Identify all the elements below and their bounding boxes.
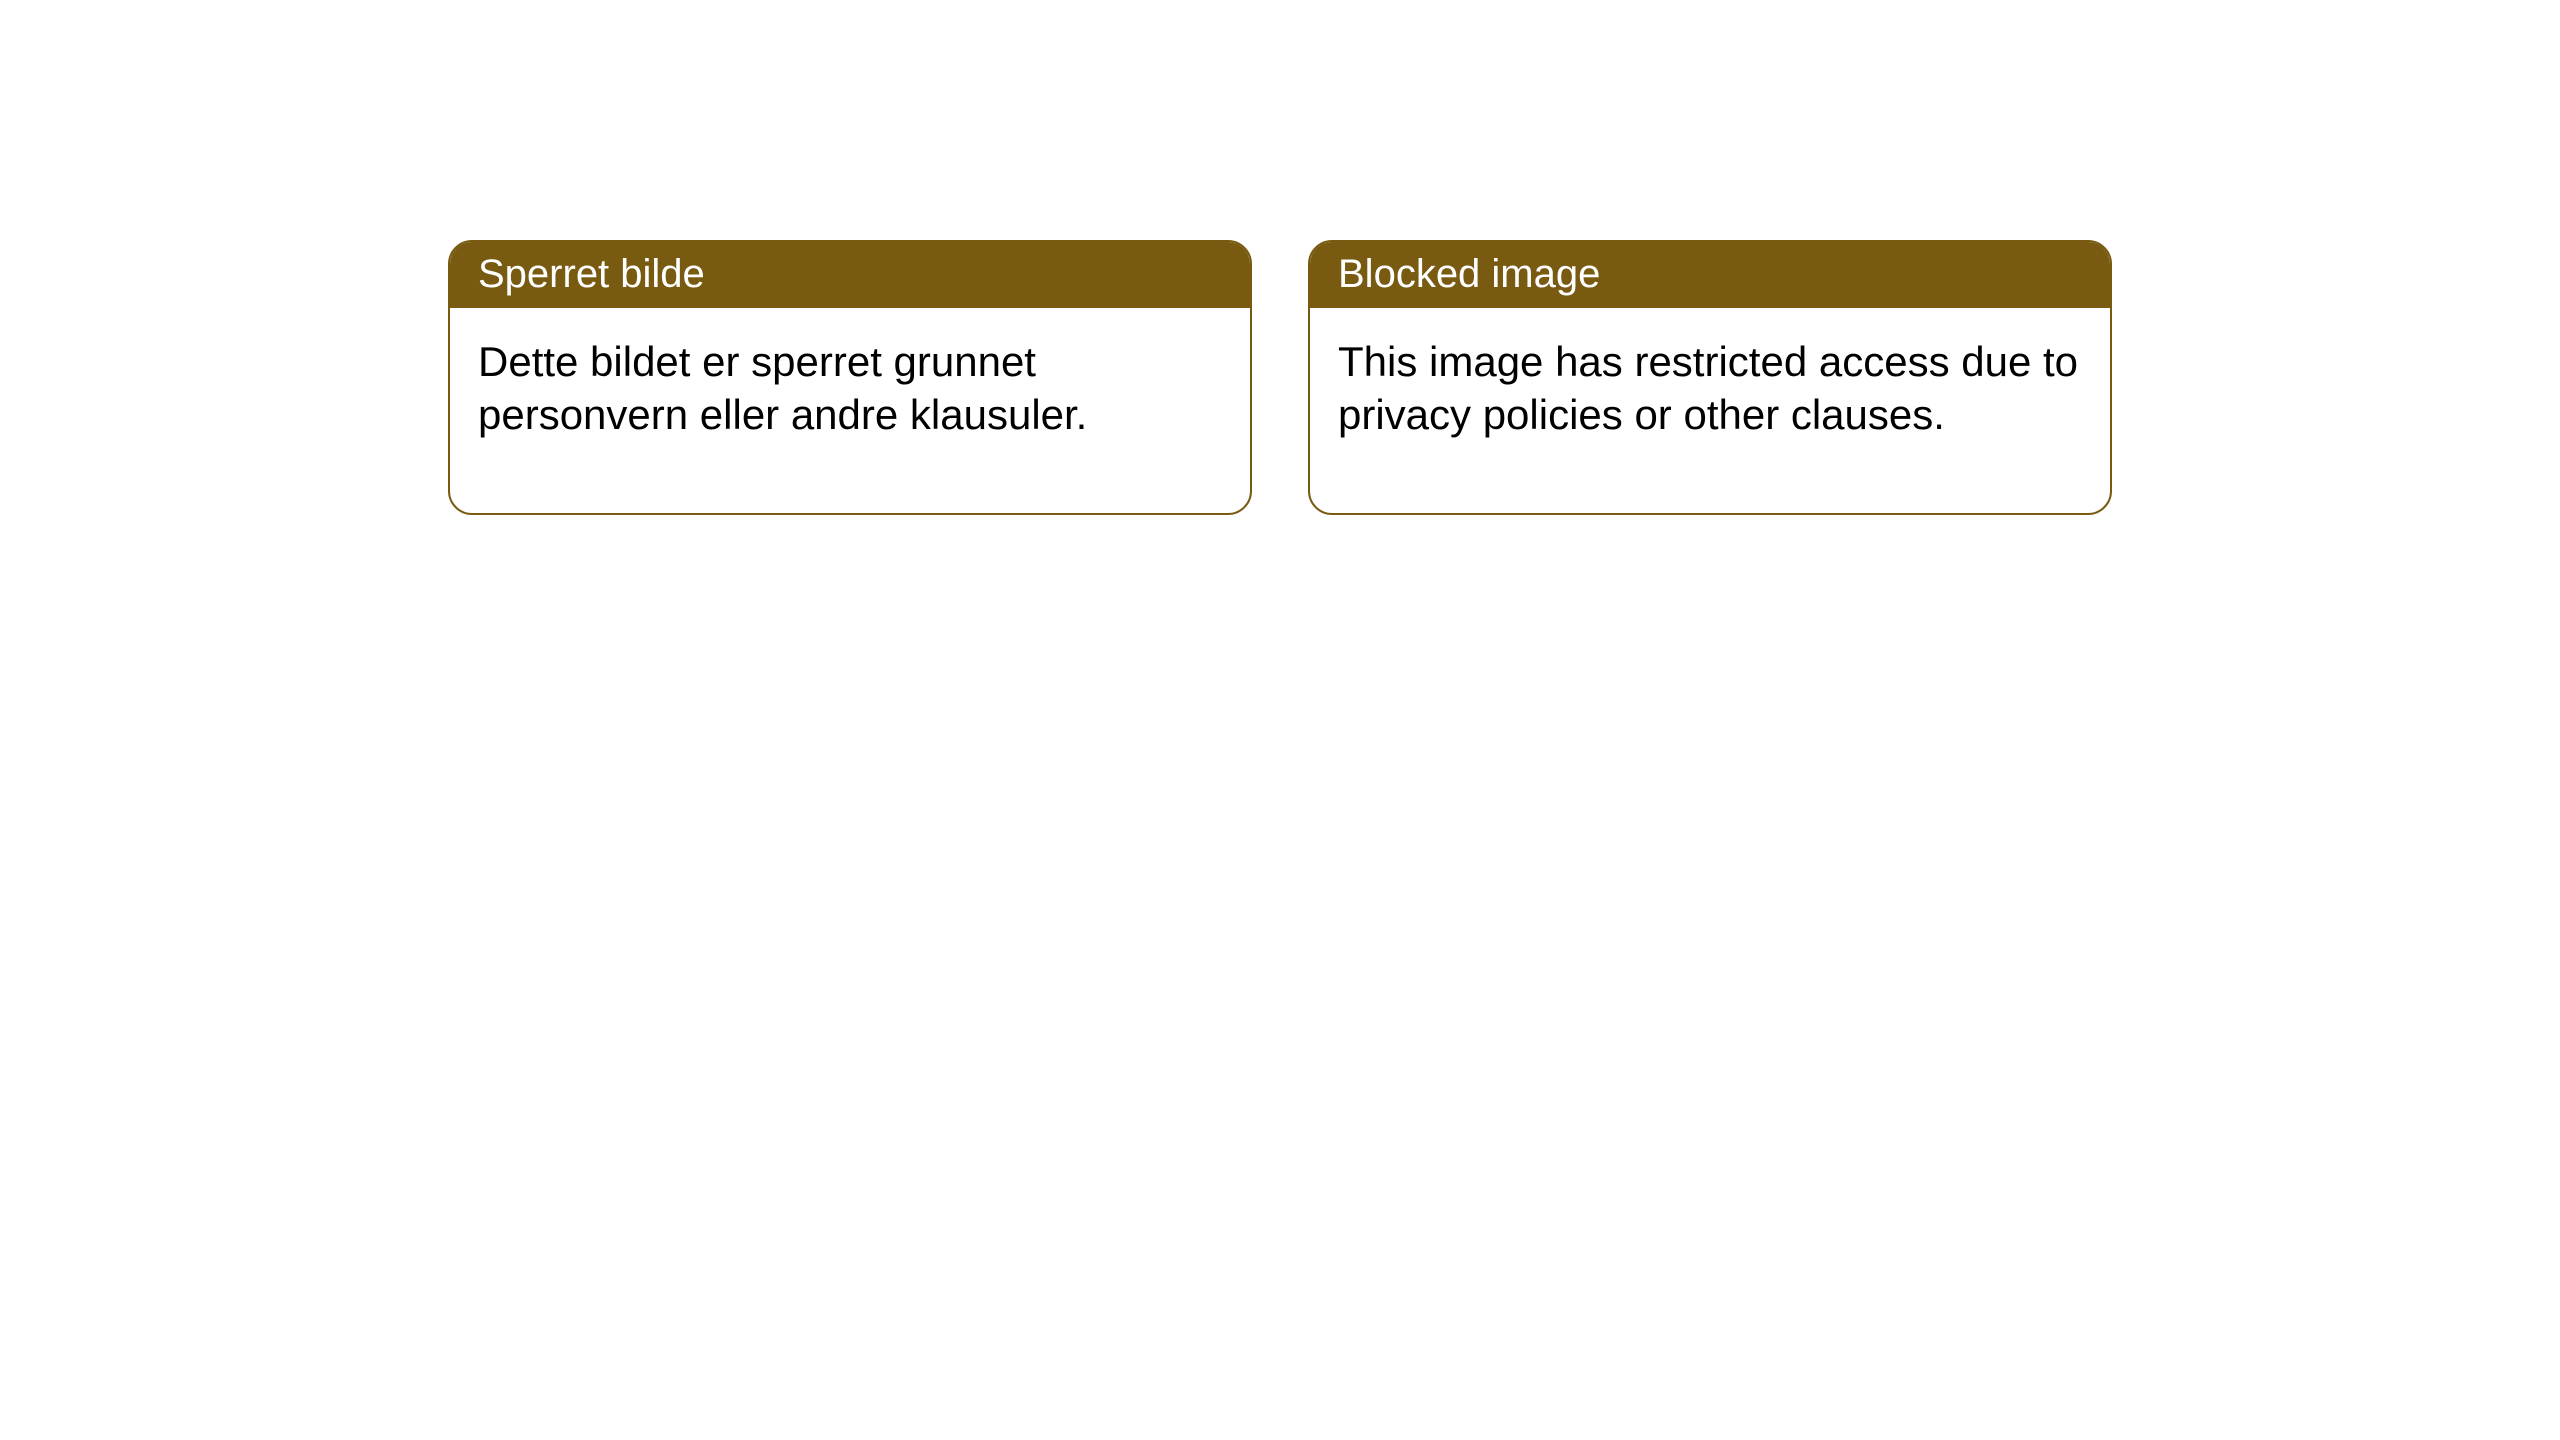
notice-container: Sperret bilde Dette bildet er sperret gr…	[0, 0, 2560, 515]
notice-card-en: Blocked image This image has restricted …	[1308, 240, 2112, 515]
notice-card-title: Sperret bilde	[450, 242, 1250, 308]
notice-card-body: This image has restricted access due to …	[1310, 308, 2110, 513]
notice-card-body: Dette bildet er sperret grunnet personve…	[450, 308, 1250, 513]
notice-card-no: Sperret bilde Dette bildet er sperret gr…	[448, 240, 1252, 515]
notice-card-title: Blocked image	[1310, 242, 2110, 308]
